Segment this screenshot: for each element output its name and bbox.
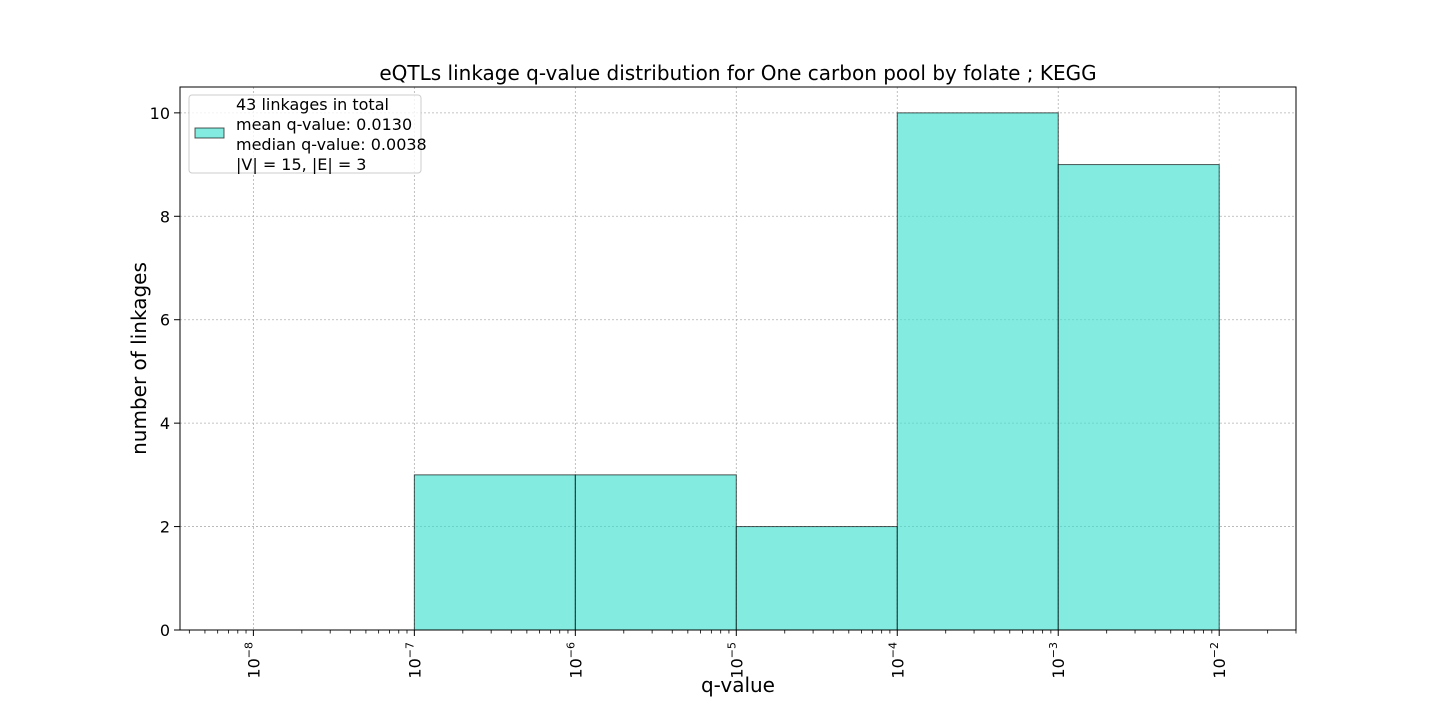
legend-line: 43 linkages in total bbox=[236, 95, 389, 114]
y-axis-label: number of linkages bbox=[127, 262, 151, 455]
x-tick-label: 10−6 bbox=[564, 642, 585, 679]
histogram-bar bbox=[896, 112, 1059, 631]
legend-line: median q-value: 0.0038 bbox=[236, 135, 427, 154]
y-tick-label: 4 bbox=[160, 414, 170, 433]
legend-line: mean q-value: 0.0130 bbox=[236, 115, 412, 134]
axis-ticks: 10−8 10−7 10−6 10−5 10−4 10−3 10−2 0 2 4 6 8 10 bbox=[150, 104, 1297, 679]
x-tick-label: 10−7 bbox=[403, 642, 424, 679]
x-tick-label: 10−5 bbox=[725, 642, 746, 679]
histogram-bar bbox=[1057, 164, 1220, 631]
x-tick-label: 10−4 bbox=[886, 642, 907, 679]
plot-frame bbox=[179, 86, 1297, 631]
y-tick-label: 8 bbox=[160, 207, 170, 226]
histogram-bar bbox=[735, 526, 898, 631]
x-tick-label: 10−3 bbox=[1047, 642, 1068, 679]
chart-title: eQTLs linkage q-value distribution for O… bbox=[379, 61, 1096, 85]
legend-line: |V| = 15, |E| = 3 bbox=[236, 155, 366, 174]
y-tick-label: 0 bbox=[160, 621, 170, 640]
legend-box bbox=[188, 94, 422, 174]
x-axis-label: q-value bbox=[701, 673, 775, 697]
y-tick-label: 6 bbox=[160, 311, 170, 330]
histogram-bar bbox=[574, 474, 737, 631]
x-tick-label: 10−2 bbox=[1208, 642, 1229, 679]
legend-swatch bbox=[194, 127, 225, 139]
y-tick-label: 10 bbox=[150, 104, 170, 123]
x-tick-label: 10−8 bbox=[242, 642, 263, 679]
histogram-bars bbox=[413, 112, 1220, 631]
histogram-bar bbox=[413, 474, 576, 631]
y-tick-label: 2 bbox=[160, 518, 170, 537]
